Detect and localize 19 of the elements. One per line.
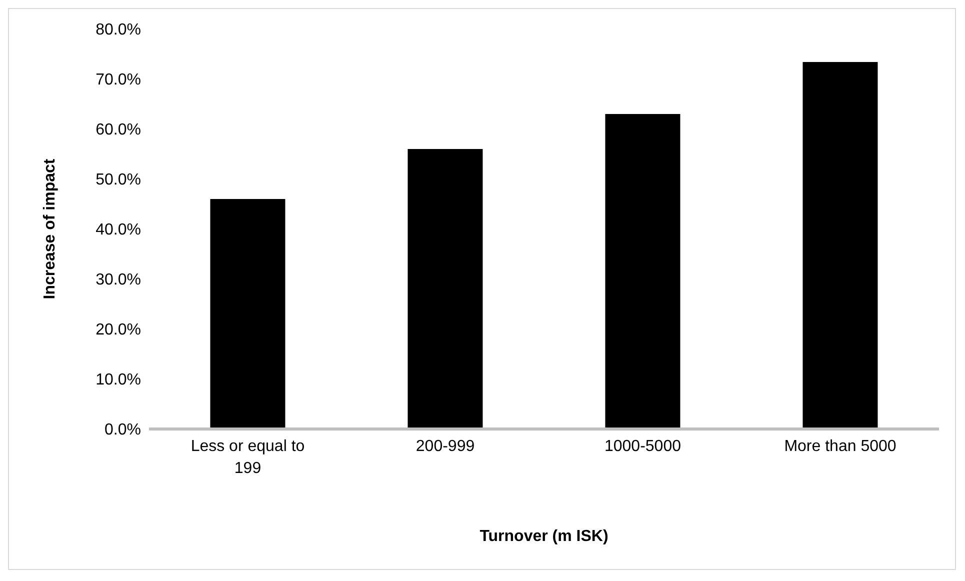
- x-tick-label: More than 5000: [784, 438, 896, 455]
- y-tick-label: 10.0%: [96, 372, 141, 389]
- y-tick-label: 50.0%: [96, 172, 141, 189]
- x-tick-label: 1000-5000: [604, 438, 682, 455]
- x-tick-label: Less or equal to 199: [190, 438, 305, 477]
- bar: [605, 114, 680, 429]
- y-tick-label: 40.0%: [96, 222, 141, 239]
- y-tick-label: 70.0%: [96, 72, 141, 89]
- y-tick-label: 30.0%: [96, 272, 141, 289]
- y-tick-label: 0.0%: [104, 422, 141, 439]
- y-axis-title: Increase of impact: [42, 158, 59, 300]
- bar: [408, 149, 483, 429]
- y-tick-label: 20.0%: [96, 322, 141, 339]
- x-tick-label: 200-999: [416, 438, 475, 455]
- x-axis-title: Turnover (m ISK): [480, 528, 608, 545]
- bar: [210, 199, 286, 429]
- y-tick-label: 60.0%: [96, 122, 141, 139]
- bar: [802, 62, 878, 429]
- y-tick-label: 80.0%: [96, 22, 141, 39]
